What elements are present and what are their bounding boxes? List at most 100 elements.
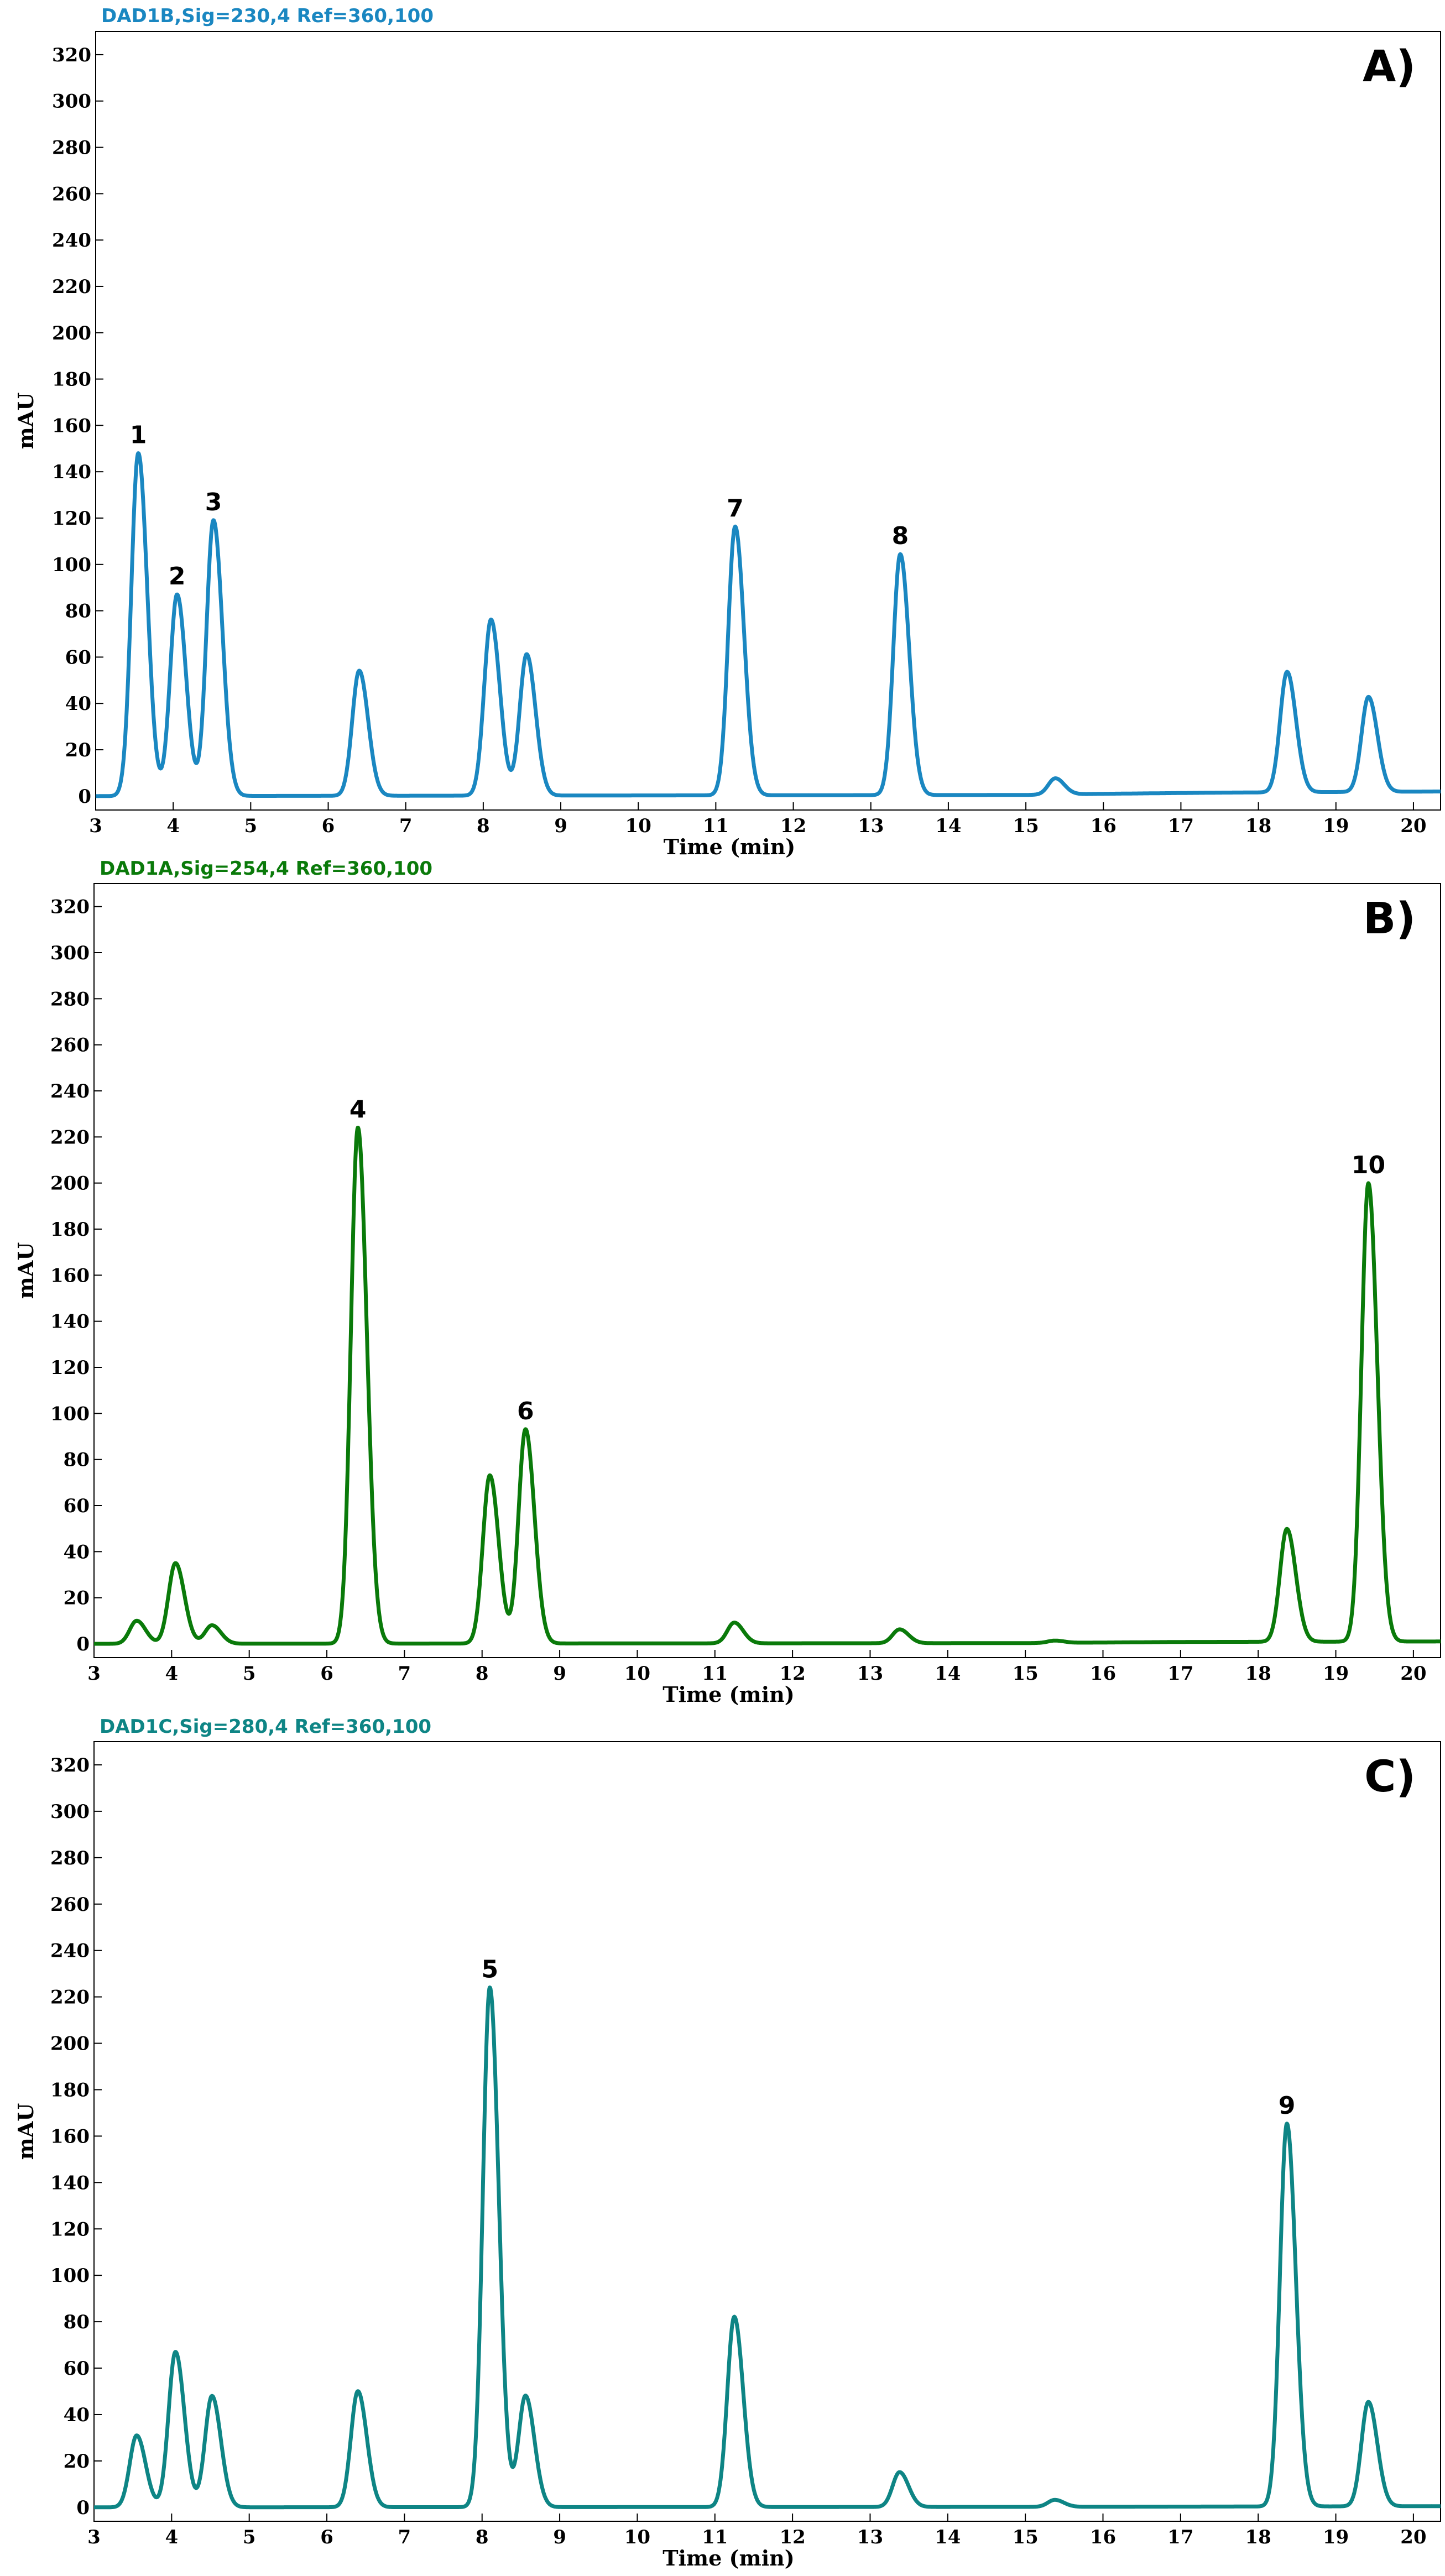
- x-tick-label: 7: [398, 1663, 411, 1685]
- y-tick-label: 280: [52, 137, 91, 159]
- y-tick-label: 200: [50, 2033, 90, 2055]
- y-tick-label: 320: [50, 896, 90, 918]
- y-tick-label: 180: [50, 1219, 90, 1241]
- y-tick-label: 320: [50, 1754, 90, 1776]
- peak-label: 3: [205, 488, 222, 516]
- peak-label: 8: [892, 522, 909, 550]
- y-axis-title: mAU: [13, 2103, 38, 2160]
- x-tick-label: 18: [1245, 815, 1271, 837]
- x-tick-label: 7: [399, 815, 413, 837]
- y-tick-label: 140: [50, 1311, 90, 1333]
- x-tick-label: 16: [1090, 1663, 1116, 1685]
- y-axis-title: mAU: [13, 393, 38, 450]
- y-tick-label: 120: [50, 2218, 90, 2240]
- x-tick-label: 14: [935, 2526, 961, 2548]
- x-tick-label: 11: [703, 815, 729, 837]
- x-tick-label: 17: [1167, 1663, 1193, 1685]
- x-tick-label: 9: [553, 1663, 566, 1685]
- y-tick-label: 140: [52, 461, 91, 483]
- y-tick-label: 40: [64, 1541, 90, 1563]
- x-tick-label: 11: [702, 1663, 728, 1685]
- y-tick-label: 240: [50, 1080, 90, 1102]
- y-tick-label: 140: [50, 2172, 90, 2194]
- x-tick-label: 15: [1013, 815, 1039, 837]
- x-tick-label: 10: [624, 1663, 650, 1685]
- y-tick-label: 300: [50, 942, 90, 964]
- y-tick-label: 100: [50, 2265, 90, 2287]
- signal-title: DAD1A,Sig=254,4 Ref=360,100: [100, 858, 432, 880]
- y-tick-label: 300: [50, 1801, 90, 1823]
- x-tick-label: 5: [243, 2526, 256, 2548]
- y-tick-label: 160: [52, 415, 91, 437]
- x-tick-label: 15: [1012, 1663, 1038, 1685]
- x-tick-label: 20: [1400, 2526, 1426, 2548]
- y-tick-label: 40: [64, 2404, 90, 2426]
- x-tick-label: 10: [624, 2526, 650, 2548]
- x-tick-label: 4: [166, 815, 180, 837]
- x-tick-label: 18: [1245, 1663, 1271, 1685]
- y-tick-label: 240: [52, 229, 91, 252]
- x-tick-label: 17: [1167, 2526, 1193, 2548]
- x-tick-label: 3: [89, 815, 102, 837]
- x-tick-label: 13: [857, 1663, 883, 1685]
- x-tick-label: 13: [857, 2526, 883, 2548]
- signal-title: DAD1C,Sig=280,4 Ref=360,100: [100, 1716, 431, 1738]
- y-tick-label: 60: [64, 2358, 90, 2380]
- y-tick-label: 80: [64, 1449, 90, 1471]
- x-tick-label: 20: [1400, 1663, 1426, 1685]
- y-tick-label: 40: [65, 693, 91, 715]
- x-tick-label: 9: [553, 2526, 566, 2548]
- x-tick-label: 4: [165, 1663, 179, 1685]
- x-tick-label: 12: [780, 815, 806, 837]
- x-tick-label: 4: [165, 2526, 179, 2548]
- y-tick-label: 20: [65, 739, 91, 761]
- y-tick-label: 100: [50, 1403, 90, 1425]
- y-tick-label: 200: [50, 1173, 90, 1195]
- y-tick-label: 260: [52, 183, 91, 205]
- x-tick-label: 6: [320, 1663, 333, 1685]
- x-axis-title: Time (min): [662, 2546, 795, 2570]
- x-tick-label: 6: [320, 2526, 333, 2548]
- x-tick-label: 14: [935, 1663, 961, 1685]
- y-tick-label: 180: [50, 2079, 90, 2101]
- x-axis-title: Time (min): [664, 834, 796, 859]
- y-tick-label: 200: [52, 322, 91, 344]
- x-tick-label: 12: [779, 1663, 805, 1685]
- peak-label: 9: [1279, 2092, 1296, 2120]
- y-tick-label: 0: [78, 786, 91, 808]
- chart-panel-3: DAD1C,Sig=280,4 Ref=360,100 C) 0 20 40 60 80 10…: [13, 1716, 1442, 2570]
- y-tick-label: 60: [64, 1495, 90, 1517]
- y-tick-label: 260: [50, 1894, 90, 1916]
- panel-label: B): [1363, 894, 1416, 944]
- x-tick-label: 10: [625, 815, 651, 837]
- panel-label: C): [1364, 1752, 1416, 1802]
- y-tick-label: 120: [52, 508, 91, 530]
- y-tick-label: 160: [50, 1265, 90, 1287]
- x-tick-label: 8: [477, 815, 490, 837]
- y-tick-label: 0: [76, 1633, 90, 1655]
- x-tick-label: 13: [858, 815, 884, 837]
- x-tick-label: 5: [244, 815, 258, 837]
- y-tick-label: 260: [50, 1034, 90, 1057]
- y-tick-label: 20: [64, 1587, 90, 1610]
- x-tick-label: 14: [935, 815, 961, 837]
- peak-label: 6: [517, 1397, 534, 1425]
- plot-frame: [95, 31, 1441, 811]
- y-tick-label: 120: [50, 1357, 90, 1379]
- peak-label: 4: [349, 1095, 367, 1124]
- x-tick-label: 7: [398, 2526, 411, 2548]
- x-tick-label: 20: [1400, 815, 1426, 837]
- chromatogram-trace: [94, 451, 1442, 798]
- x-tick-label: 9: [554, 815, 567, 837]
- chart-panel-2: DAD1A,Sig=254,4 Ref=360,100 B) 0 20 40 60 80 10…: [13, 858, 1442, 1707]
- y-axis-title: mAU: [13, 1242, 38, 1299]
- x-tick-label: 6: [322, 815, 335, 837]
- x-tick-label: 17: [1168, 815, 1194, 837]
- y-tick-label: 0: [76, 2497, 90, 2519]
- y-tick-label: 60: [65, 646, 91, 668]
- y-tick-label: 280: [50, 988, 90, 1010]
- peak-label: 10: [1352, 1151, 1385, 1179]
- x-tick-label: 16: [1090, 2526, 1116, 2548]
- x-tick-label: 11: [702, 2526, 728, 2548]
